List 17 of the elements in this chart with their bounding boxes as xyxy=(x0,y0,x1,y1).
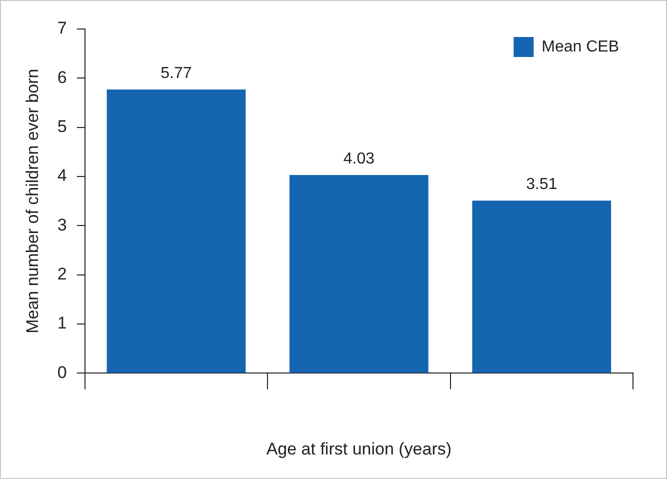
data-label: 3.51 xyxy=(526,176,558,194)
data-label: 4.03 xyxy=(343,150,375,168)
y-tick-label: 3 xyxy=(57,215,67,234)
legend-label: Mean CEB xyxy=(542,38,620,56)
bar xyxy=(106,89,246,373)
y-tick-label: 5 xyxy=(57,117,67,136)
y-axis-title: Mean number of children ever born xyxy=(22,68,42,334)
y-tick-label: 7 xyxy=(57,18,67,38)
bar xyxy=(472,200,612,373)
y-tick-label: 1 xyxy=(57,314,67,333)
x-axis-title: Age at first union (years) xyxy=(266,439,452,458)
y-tick-label: 4 xyxy=(57,166,67,186)
y-tick-label: 6 xyxy=(57,68,67,87)
bar xyxy=(289,175,428,373)
data-label: 5.77 xyxy=(160,64,192,82)
y-tick-label: 2 xyxy=(57,264,67,284)
y-tick-label: 0 xyxy=(57,362,67,382)
